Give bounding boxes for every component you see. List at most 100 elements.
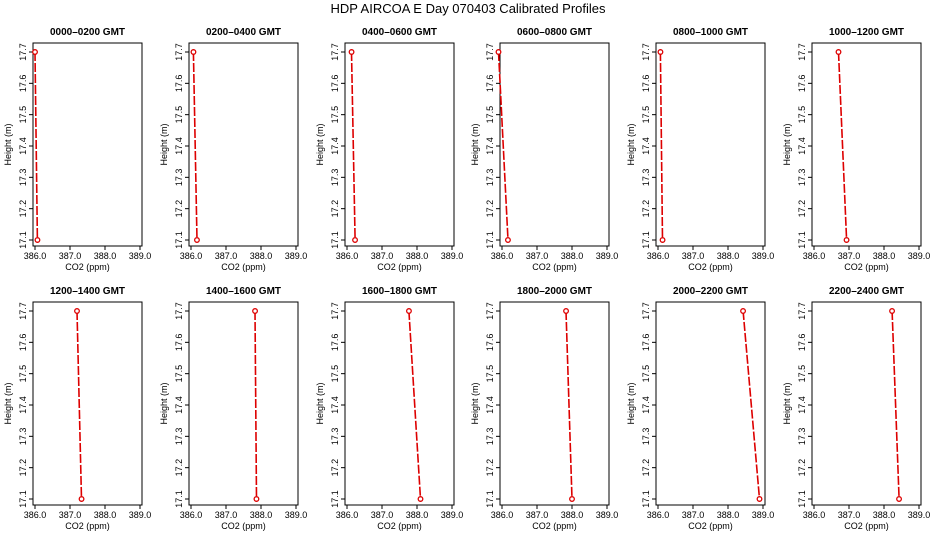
- panel-title: 1600–1800 GMT: [362, 286, 437, 297]
- x-tick-label: 387.0: [59, 251, 82, 261]
- profile-point: [417, 496, 424, 502]
- profile-point: [843, 237, 850, 243]
- y-tick-label: 17.3: [174, 428, 184, 446]
- y-axis-label: Height (m): [3, 123, 13, 165]
- profile-point: [352, 237, 358, 243]
- x-tick-label: 389.0: [129, 510, 152, 520]
- y-tick-label: 17.6: [330, 75, 340, 93]
- x-tick-label: 387.0: [526, 510, 549, 520]
- panel-title: 0000–0200 GMT: [50, 27, 125, 38]
- y-tick-label: 17.2: [485, 459, 495, 477]
- y-tick-label: 17.6: [641, 334, 651, 352]
- panel-title: 1800–2000 GMT: [517, 286, 592, 297]
- y-tick-label: 17.1: [797, 231, 807, 249]
- y-tick-label: 17.4: [330, 137, 340, 155]
- y-tick-label: 17.2: [330, 459, 340, 477]
- profile-line: [254, 310, 258, 500]
- x-axis-label: CO2 (ppm): [65, 521, 110, 531]
- y-tick-label: 17.7: [797, 302, 807, 320]
- panel-title: 2000–2200 GMT: [673, 286, 748, 297]
- profile-point: [34, 237, 41, 243]
- profile-point: [495, 49, 502, 55]
- y-tick-label: 17.7: [330, 302, 340, 320]
- y-tick-label: 17.3: [18, 169, 28, 187]
- x-tick-label: 389.0: [752, 510, 775, 520]
- plot-frame: [499, 42, 610, 247]
- panel-title: 1400–1600 GMT: [206, 286, 281, 297]
- profile-panel: 2000–2200 GMT 386.0 387.0 388.0 389.0 17.1 17.…: [626, 286, 774, 531]
- y-tick-label: 17.6: [330, 334, 340, 352]
- y-tick-label: 17.5: [330, 106, 340, 124]
- y-axis-label: Height (m): [159, 382, 169, 424]
- panel-title: 0800–1000 GMT: [673, 27, 748, 38]
- x-tick-label: 389.0: [908, 251, 931, 261]
- x-tick-label: 388.0: [717, 510, 740, 520]
- x-tick-label: 386.0: [647, 510, 670, 520]
- y-axis-label: Height (m): [3, 382, 13, 424]
- profile-line: [408, 310, 422, 500]
- panel-title: 0200–0400 GMT: [206, 27, 281, 38]
- x-tick-label: 387.0: [838, 510, 861, 520]
- y-tick-label: 17.7: [641, 43, 651, 61]
- y-tick-label: 17.6: [174, 334, 184, 352]
- y-tick-label: 17.5: [174, 106, 184, 124]
- y-tick-label: 17.1: [174, 490, 184, 508]
- y-tick-label: 17.2: [797, 459, 807, 477]
- y-tick-label: 17.3: [485, 428, 495, 446]
- y-tick-label: 17.4: [641, 137, 651, 155]
- y-tick-label: 17.4: [797, 396, 807, 414]
- y-axis-label: Height (m): [315, 382, 325, 424]
- profile-point: [32, 49, 38, 55]
- y-tick-label: 17.3: [797, 169, 807, 187]
- y-tick-label: 17.7: [18, 302, 28, 320]
- x-tick-label: 389.0: [596, 251, 619, 261]
- y-tick-label: 17.1: [641, 231, 651, 249]
- profile-line: [742, 310, 761, 500]
- profile-point: [563, 308, 569, 314]
- x-tick-label: 387.0: [682, 251, 705, 261]
- y-tick-label: 17.3: [174, 169, 184, 187]
- x-tick-label: 386.0: [491, 510, 514, 520]
- y-tick-label: 17.7: [641, 302, 651, 320]
- plot-frame: [811, 42, 922, 247]
- profile-point: [659, 237, 666, 243]
- profile-panel: 1600–1800 GMT 386.0 387.0 388.0 389.0 17.1 17.…: [315, 286, 463, 531]
- profile-line: [565, 310, 573, 500]
- x-tick-label: 387.0: [371, 251, 394, 261]
- y-tick-label: 17.4: [174, 396, 184, 414]
- y-tick-label: 17.6: [641, 75, 651, 93]
- y-tick-label: 17.5: [485, 106, 495, 124]
- profile-panel: 1400–1600 GMT 386.0 387.0 388.0 389.0 17.1 17.…: [159, 286, 307, 531]
- y-tick-label: 17.3: [330, 169, 340, 187]
- y-tick-label: 17.4: [797, 137, 807, 155]
- x-axis-label: CO2 (ppm): [65, 262, 110, 272]
- y-tick-label: 17.6: [485, 75, 495, 93]
- profile-line: [350, 51, 356, 241]
- plot-frame: [499, 301, 610, 506]
- panel-title: 1000–1200 GMT: [829, 27, 904, 38]
- profile-point: [406, 308, 412, 314]
- profile-point: [896, 496, 902, 502]
- y-tick-label: 17.7: [174, 43, 184, 61]
- y-tick-label: 17.4: [174, 137, 184, 155]
- x-tick-label: 388.0: [561, 251, 584, 261]
- y-tick-label: 17.1: [18, 490, 28, 508]
- y-tick-label: 17.6: [18, 334, 28, 352]
- plot-frame: [188, 42, 299, 247]
- x-axis-label: CO2 (ppm): [532, 521, 577, 531]
- y-axis-label: Height (m): [470, 382, 480, 424]
- x-tick-label: 389.0: [596, 510, 619, 520]
- profile-point: [78, 496, 85, 502]
- x-tick-label: 387.0: [215, 510, 238, 520]
- profile-line: [837, 51, 848, 241]
- y-axis-label: Height (m): [470, 123, 480, 165]
- y-tick-label: 17.5: [641, 106, 651, 124]
- plot-frame: [344, 42, 455, 247]
- y-tick-label: 17.2: [18, 200, 28, 218]
- profile-point: [756, 496, 763, 502]
- x-tick-label: 388.0: [94, 510, 117, 520]
- profile-point: [835, 49, 842, 55]
- x-tick-label: 386.0: [24, 251, 47, 261]
- profile-panel: 0400–0600 GMT 386.0 387.0 388.0 389.0 17.1 17.…: [315, 27, 463, 272]
